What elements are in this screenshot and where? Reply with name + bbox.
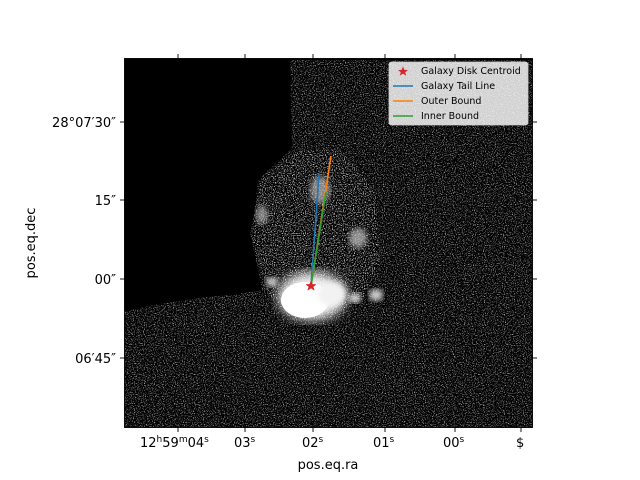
x-axis-label: pos.eq.ra	[298, 458, 359, 473]
legend-box	[388, 61, 529, 126]
y-tick-label-00: 00″	[95, 273, 117, 288]
x-tick-label-02: 02s	[302, 435, 324, 451]
x-tick-label-01: 01s	[373, 435, 395, 451]
y-axis-label: pos.eq.dec	[24, 208, 39, 279]
y-tick-labels: 28°07′30″ 15″ 00″ 06′45″	[52, 116, 116, 367]
inner-bound-line	[310, 191, 327, 287]
x-tick-label-00: 00s	[443, 435, 465, 451]
x-tick-label-dollar: $	[516, 436, 524, 451]
legend-label-inner: Inner Bound	[421, 111, 479, 122]
y-tick-label-280730: 28°07′30″	[52, 116, 116, 131]
galaxy-disk-centroid	[305, 280, 317, 291]
legend-star-icon	[398, 66, 408, 76]
x-tick-labels: 12h59m04s 03s 02s 01s 00s $	[140, 435, 524, 451]
x-axis	[177, 54, 522, 432]
x-tick-label-03: 03s	[234, 435, 256, 451]
y-axis	[120, 121, 537, 359]
legend-label-outer: Outer Bound	[421, 96, 481, 107]
y-tick-label-15: 15″	[95, 194, 117, 209]
legend: Galaxy Disk Centroid Galaxy Tail Line Ou…	[388, 61, 529, 126]
legend-label-tail: Galaxy Tail Line	[421, 81, 495, 92]
plot-frame	[124, 58, 533, 428]
galaxy-tail-line	[310, 173, 320, 287]
legend-label-centroid: Galaxy Disk Centroid	[421, 66, 521, 77]
overlay-lines	[305, 155, 332, 291]
y-tick-label-0645: 06′45″	[75, 352, 116, 367]
x-tick-label-1204: 12h59m04s	[140, 435, 209, 451]
